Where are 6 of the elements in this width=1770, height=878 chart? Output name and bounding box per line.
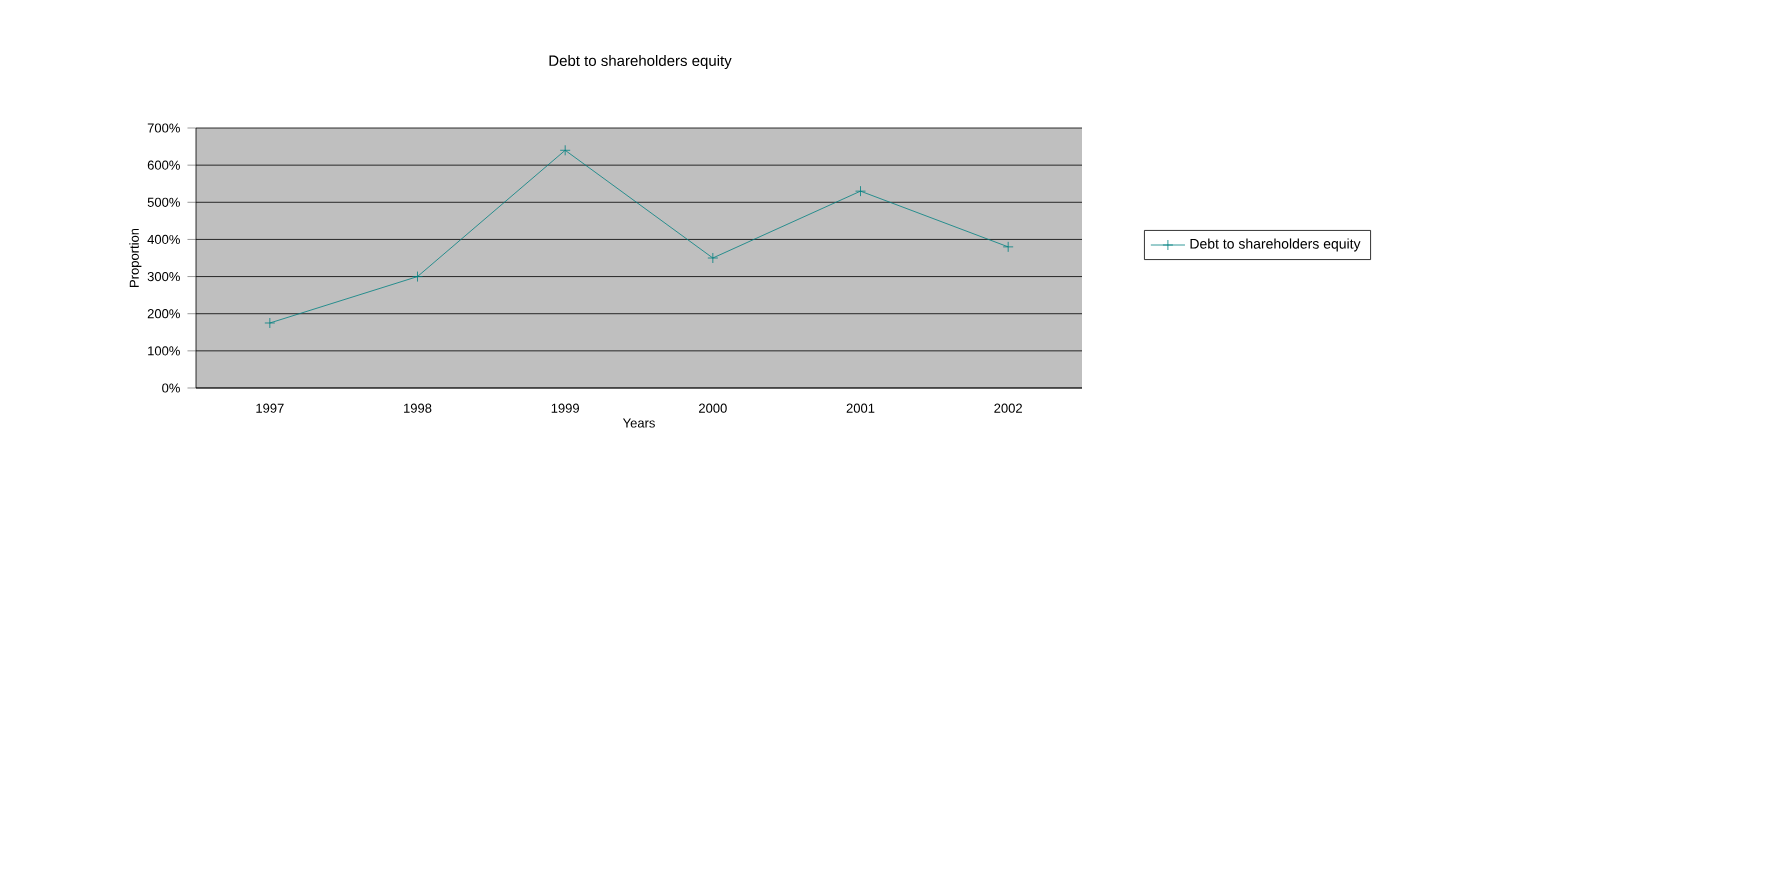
point xyxy=(412,271,423,282)
point xyxy=(264,317,276,329)
point xyxy=(855,185,866,197)
point xyxy=(707,252,719,264)
point xyxy=(559,144,571,156)
point xyxy=(1002,241,1014,253)
